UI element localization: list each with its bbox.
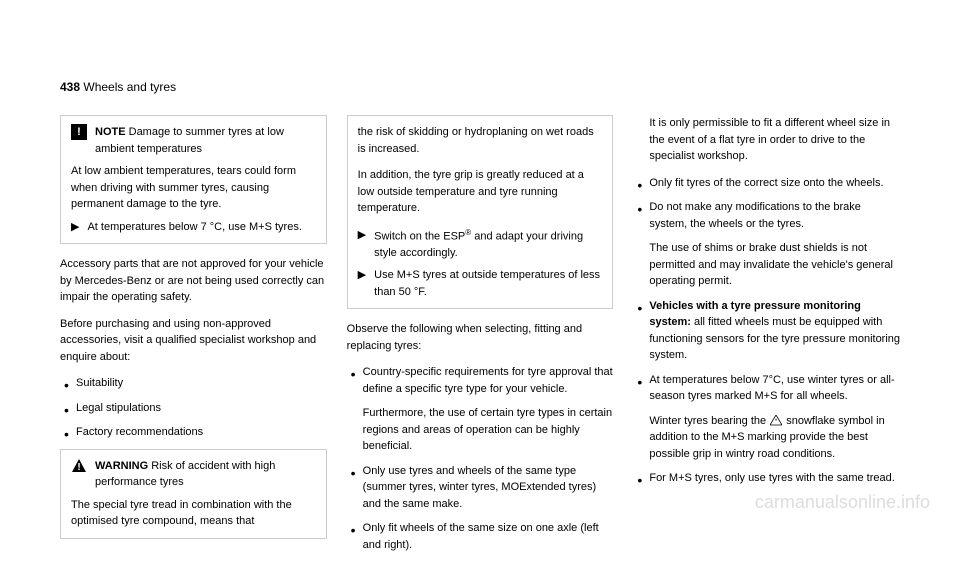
arrow-icon: ▶ [358, 267, 366, 300]
col3-intro: It is only permissible to fit a differen… [633, 115, 900, 165]
warning-header: ! WARNING Risk of accident with high per… [71, 458, 316, 491]
note-box: ! NOTE Damage to summer tyres at low amb… [60, 115, 327, 244]
note-arrow-item: ▶ At temperatures below 7 °C, use M+S ty… [71, 219, 316, 236]
item-text: Country-specific requirements for tyre a… [363, 366, 613, 395]
col1-list: Suitability Legal stipulations Factory r… [60, 375, 327, 441]
snowflake-pre: Winter tyres bearing the [649, 415, 769, 427]
col2-box-p1: the risk of skidding or hydroplaning on … [358, 124, 603, 157]
list-item: At temperatures below 7°C, use winter ty… [633, 372, 900, 463]
col1-para2: Before purchasing and using non-approved… [60, 316, 327, 366]
warning-continuation-box: the risk of skidding or hydroplaning on … [347, 115, 614, 309]
note-title-text: NOTE Damage to summer tyres at low ambie… [95, 124, 316, 157]
note-header: ! NOTE Damage to summer tyres at low amb… [71, 124, 316, 157]
column-1: ! NOTE Damage to summer tyres at low amb… [60, 115, 327, 561]
arrow-icon: ▶ [71, 219, 79, 236]
list-item: Only fit wheels of the same size on one … [347, 520, 614, 553]
col3-list: Only fit tyres of the correct size onto … [633, 175, 900, 487]
arrow-item: ▶ Use M+S tyres at outside temperatures … [358, 267, 603, 300]
arrow-icon: ▶ [358, 227, 366, 262]
col2-list: Country-specific requirements for tyre a… [347, 364, 614, 553]
list-item: Only fit tyres of the correct size onto … [633, 175, 900, 192]
warning-icon: ! [71, 458, 87, 474]
col1-para1: Accessory parts that are not approved fo… [60, 256, 327, 306]
item-followup: Winter tyres bearing the * snowflake sym… [649, 413, 900, 463]
item-text: At temperatures below 7°C, use winter ty… [649, 374, 894, 403]
note-arrow-text: At temperatures below 7 °C, use M+S tyre… [87, 219, 301, 236]
list-item: Factory recommendations [60, 424, 327, 441]
page-header: 438 Wheels and tyres [60, 80, 176, 94]
list-item: Suitability [60, 375, 327, 392]
page-number: 438 [60, 80, 80, 94]
warning-title-text: WARNING Risk of accident with high perfo… [95, 458, 316, 491]
arrow-item: ▶ Switch on the ESP® and adapt your driv… [358, 227, 603, 262]
note-icon: ! [71, 124, 87, 140]
warning-box: ! WARNING Risk of accident with high per… [60, 449, 327, 539]
snowflake-icon: * [769, 413, 783, 430]
item-followup: The use of shims or brake dust shields i… [649, 240, 900, 290]
list-item: Vehicles with a tyre pressure monitoring… [633, 298, 900, 364]
list-item: Do not make any modifications to the bra… [633, 199, 900, 290]
col2-para1: Observe the following when selecting, fi… [347, 321, 614, 354]
note-label: NOTE [95, 126, 126, 138]
item-text: Do not make any modifications to the bra… [649, 201, 861, 230]
list-item: Country-specific requirements for tyre a… [347, 364, 614, 455]
svg-text:!: ! [77, 462, 80, 473]
esp-text: Switch on the ESP [374, 230, 465, 242]
column-2: the risk of skidding or hydroplaning on … [347, 115, 614, 561]
item-followup: Furthermore, the use of certain tyre typ… [363, 405, 614, 455]
svg-text:*: * [775, 419, 778, 425]
arrow-text: Use M+S tyres at outside temperatures of… [374, 267, 602, 300]
list-item: Only use tyres and wheels of the same ty… [347, 463, 614, 513]
list-item: For M+S tyres, only use tyres with the s… [633, 470, 900, 487]
col2-box-p2: In addition, the tyre grip is greatly re… [358, 167, 603, 217]
arrow-text: Switch on the ESP® and adapt your drivin… [374, 227, 602, 262]
warning-label: WARNING [95, 460, 148, 472]
note-body: At low ambient temperatures, tears could… [71, 163, 316, 213]
list-item: Legal stipulations [60, 400, 327, 417]
section-title: Wheels and tyres [83, 80, 176, 94]
watermark: carmanualsonline.info [755, 492, 930, 513]
warning-body: The special tyre tread in combination wi… [71, 497, 316, 530]
